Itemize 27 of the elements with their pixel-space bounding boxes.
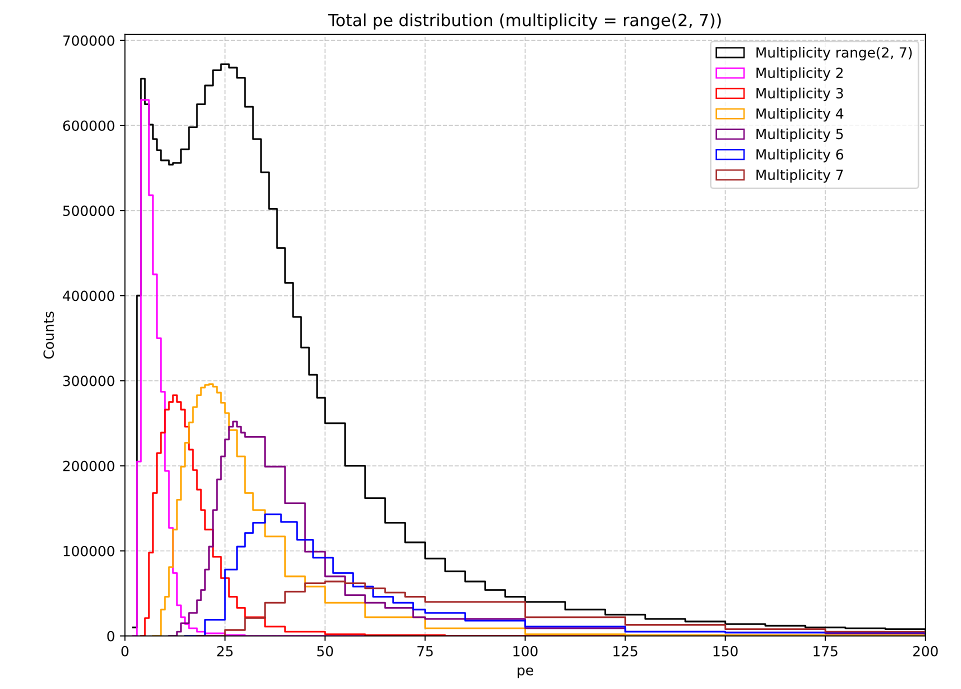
chart-title: Total pe distribution (multiplicity = range(2, 7)) xyxy=(328,13,721,30)
x-tick-label: 50 xyxy=(317,646,333,656)
legend-label: Multiplicity 6 xyxy=(756,148,844,162)
y-tick-label: 300000 xyxy=(63,376,114,386)
legend-label: Multiplicity range(2, 7) xyxy=(756,46,912,60)
legend-label: Multiplicity 7 xyxy=(756,169,843,183)
legend-label: Multiplicity 5 xyxy=(756,128,843,142)
x-tick-label: 200 xyxy=(913,646,938,656)
legend-label: Multiplicity 4 xyxy=(756,108,844,122)
y-tick-label: 400000 xyxy=(62,290,114,302)
y-tick-label: 100000 xyxy=(64,546,114,556)
x-tick-label: 175 xyxy=(814,646,838,656)
legend-label: Multiplicity 3 xyxy=(756,88,843,102)
y-tick-label: 600000 xyxy=(63,120,114,131)
y-tick-label: 0 xyxy=(107,630,114,642)
x-tick-label: 75 xyxy=(417,646,433,656)
legend-label: Multiplicity 2 xyxy=(756,67,843,81)
y-tick-label: 700000 xyxy=(63,35,114,46)
y-axis-title: Counts xyxy=(43,312,54,359)
x-tick-label: 125 xyxy=(614,646,638,656)
x-tick-label: 100 xyxy=(513,646,538,656)
y-tick-label: 200000 xyxy=(63,460,114,472)
x-tick-label: 25 xyxy=(217,646,233,656)
y-tick-label: 500000 xyxy=(63,206,114,216)
x-tick-label: 0 xyxy=(121,646,128,656)
x-tick-label: 150 xyxy=(714,646,738,656)
x-axis-title: pe xyxy=(518,667,534,678)
